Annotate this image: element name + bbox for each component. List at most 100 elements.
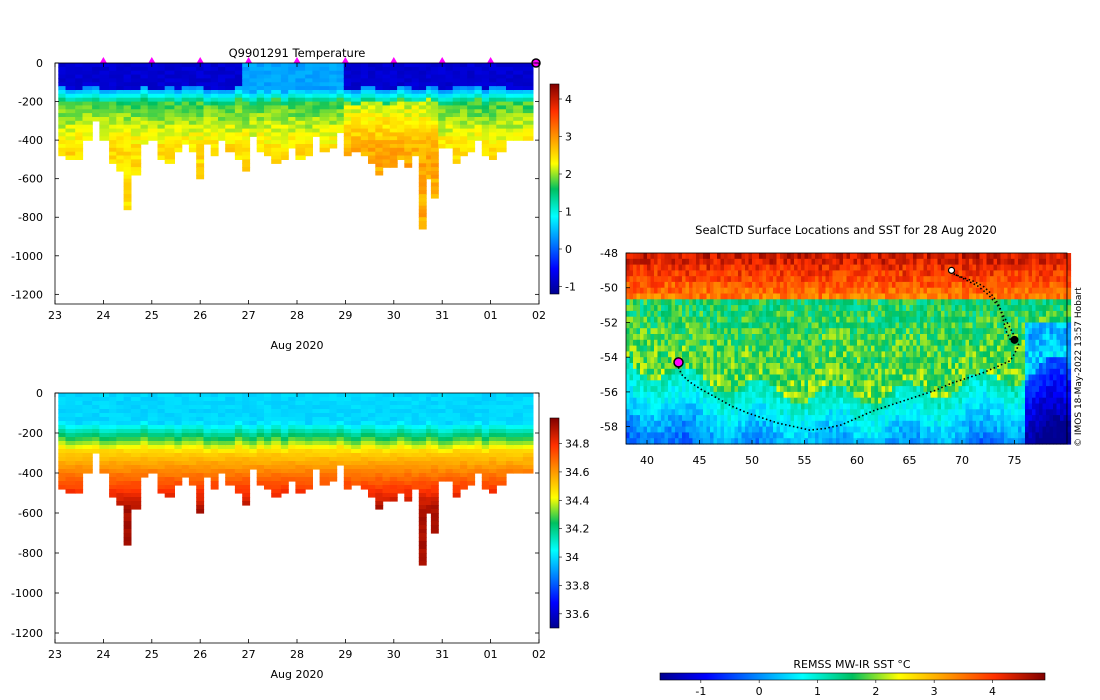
profile-cell — [203, 82, 212, 87]
sst-cell — [657, 322, 662, 329]
profile-cell — [382, 155, 391, 160]
profile-cell — [351, 101, 362, 107]
profile-cell — [460, 90, 468, 95]
sst-cell — [633, 420, 638, 428]
sst-cell — [668, 316, 673, 324]
sst-cell — [657, 386, 662, 393]
profile-cell — [264, 74, 272, 80]
profile-cell — [460, 421, 468, 426]
profile-cell — [404, 117, 413, 122]
profile-cell — [474, 90, 483, 95]
profile-cell — [210, 429, 219, 434]
profile-cell — [445, 117, 454, 122]
profile-cell — [280, 433, 289, 438]
sst-cell — [671, 415, 676, 422]
sst-cell — [780, 415, 785, 422]
profile-cell — [140, 453, 149, 458]
sst-cell — [703, 316, 708, 324]
profile-cell — [109, 120, 117, 126]
sst-cell — [657, 305, 662, 312]
temperature-y-ticks: 0-200-400-600-800-1000-1200 — [11, 57, 539, 301]
profile-cell — [256, 453, 265, 458]
profile-cell — [513, 113, 524, 118]
sst-cell — [734, 322, 739, 329]
profile-cell — [467, 136, 476, 141]
sst-cell — [657, 270, 662, 277]
profile-cell — [65, 437, 76, 442]
profile-cell — [343, 66, 352, 72]
profile-cell — [234, 86, 243, 91]
sst-cell — [699, 287, 704, 295]
profile-cell — [418, 409, 427, 414]
profile-cell — [196, 167, 205, 172]
sst-cell — [815, 438, 820, 445]
sst-cell — [780, 334, 785, 341]
profile-cell — [489, 97, 497, 103]
profile-cell — [411, 465, 420, 470]
profile-cell — [360, 82, 369, 87]
profile-cell — [474, 93, 483, 99]
sst-cell — [643, 415, 648, 422]
profile-cell — [418, 485, 427, 490]
sst-cell — [713, 345, 718, 352]
sst-cell — [710, 368, 715, 376]
profile-cell — [426, 481, 432, 486]
sst-cell — [804, 345, 809, 352]
profile-marker — [438, 57, 446, 63]
sst-cell — [815, 432, 820, 439]
sst-cell — [661, 432, 666, 439]
sst-cell — [696, 415, 701, 422]
profile-cell — [460, 101, 468, 107]
sst-cell — [815, 403, 820, 410]
profile-cell — [123, 433, 132, 438]
profile-cell — [181, 66, 190, 72]
profile-cell — [513, 78, 524, 83]
profile-cell — [418, 437, 427, 442]
sst-cell — [804, 432, 809, 439]
sst-cell — [640, 345, 645, 352]
sst-cell — [720, 420, 725, 428]
sst-cell — [664, 380, 669, 387]
sst-cell — [717, 403, 722, 410]
sst-cell — [731, 363, 736, 370]
profile-cell — [271, 70, 282, 76]
sst-cell — [661, 316, 666, 324]
profile-cell — [375, 97, 384, 103]
profile-cell — [481, 469, 490, 474]
profile-cell — [368, 425, 376, 430]
sst-cell — [783, 293, 788, 300]
profile-cell — [351, 140, 362, 145]
profile-cell — [218, 90, 226, 95]
profile-cell — [522, 437, 534, 442]
profile-cell — [164, 113, 175, 118]
profile-cell — [418, 186, 427, 191]
sst-cell — [633, 409, 638, 416]
profile-cell — [116, 63, 125, 68]
profile-cell — [368, 159, 376, 164]
sst-cell — [815, 258, 820, 266]
sst-cell — [636, 305, 641, 312]
profile-cell — [109, 489, 117, 494]
profile-cell — [336, 124, 345, 130]
sst-cell — [818, 258, 823, 266]
sst-cell — [675, 345, 680, 352]
profile-cell — [496, 405, 507, 410]
profile-cell — [203, 109, 212, 114]
profile-cell — [256, 93, 265, 99]
sst-cell — [759, 345, 764, 352]
sst-cell — [731, 351, 736, 358]
profile-cell — [506, 469, 514, 474]
sst-cell — [685, 258, 690, 266]
sst-cell — [717, 339, 722, 347]
profile-cell — [288, 78, 297, 83]
profile-cell — [123, 513, 132, 518]
profile-cell — [92, 413, 100, 418]
profile-cell — [481, 437, 490, 442]
profile-cell — [496, 409, 507, 414]
profile-cell — [411, 449, 420, 454]
sst-cell — [801, 380, 806, 387]
profile-cell — [157, 74, 166, 80]
sst-cell — [724, 432, 729, 439]
sst-cell — [745, 253, 750, 260]
profile-cell — [234, 93, 243, 99]
